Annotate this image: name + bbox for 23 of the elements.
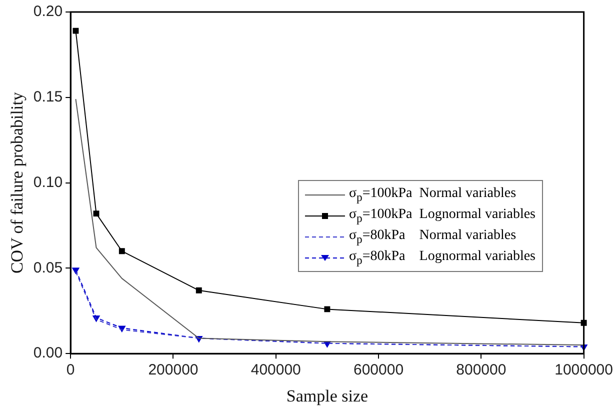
- x-tick-label: 800000: [456, 362, 506, 379]
- point: [72, 268, 80, 274]
- point: [72, 28, 79, 34]
- x-tick-label: 200000: [148, 362, 198, 379]
- x-tick-label: 1000000: [554, 362, 614, 379]
- point: [118, 248, 125, 254]
- x-axis-title: Sample size: [286, 386, 368, 406]
- y-tick-label: 0.10: [33, 174, 63, 191]
- legend-label: σ$_{p}$=100kPa Normal variables: [349, 186, 516, 204]
- legend-label: σ$_{p}$=80kPa Lognormal variables: [349, 248, 536, 266]
- legend-label: σ$_{p}$=80kPa Normal variables: [349, 228, 516, 246]
- y-tick-label: 0.00: [33, 344, 63, 362]
- point: [93, 210, 100, 217]
- legend-label: σ$_{p}$=100kPa Lognormal variables: [349, 206, 536, 224]
- y-tick-label: 0.20: [33, 3, 63, 20]
- x-tick-label: 600000: [353, 362, 404, 379]
- y-tick-label: 0.15: [33, 88, 63, 106]
- y-axis-title: COV of failure probability: [8, 92, 27, 274]
- x-tick-label: 0: [66, 362, 75, 379]
- point: [196, 287, 202, 294]
- x-tick-label: 400000: [250, 362, 301, 379]
- point: [324, 306, 330, 312]
- y-tick-label: 0.05: [33, 259, 63, 276]
